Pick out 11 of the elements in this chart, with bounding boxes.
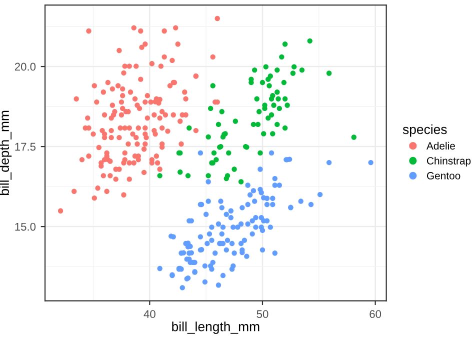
x-tick-label: 50	[256, 310, 268, 318]
legend-label: Adelie	[426, 142, 455, 150]
x-tick-label: 40	[144, 310, 156, 318]
y-tick-label: 17.5	[15, 142, 36, 151]
legend-label: Gentoo	[426, 172, 460, 180]
legend-label: Chinstrap	[427, 156, 471, 167]
y-tick-label: 20.0	[14, 62, 36, 71]
y-tick-label: 15.0	[15, 222, 36, 231]
x-axis-title: bill_length_mm	[172, 322, 260, 334]
legend-title: species	[402, 124, 447, 137]
x-tick-label: 60	[370, 310, 382, 318]
